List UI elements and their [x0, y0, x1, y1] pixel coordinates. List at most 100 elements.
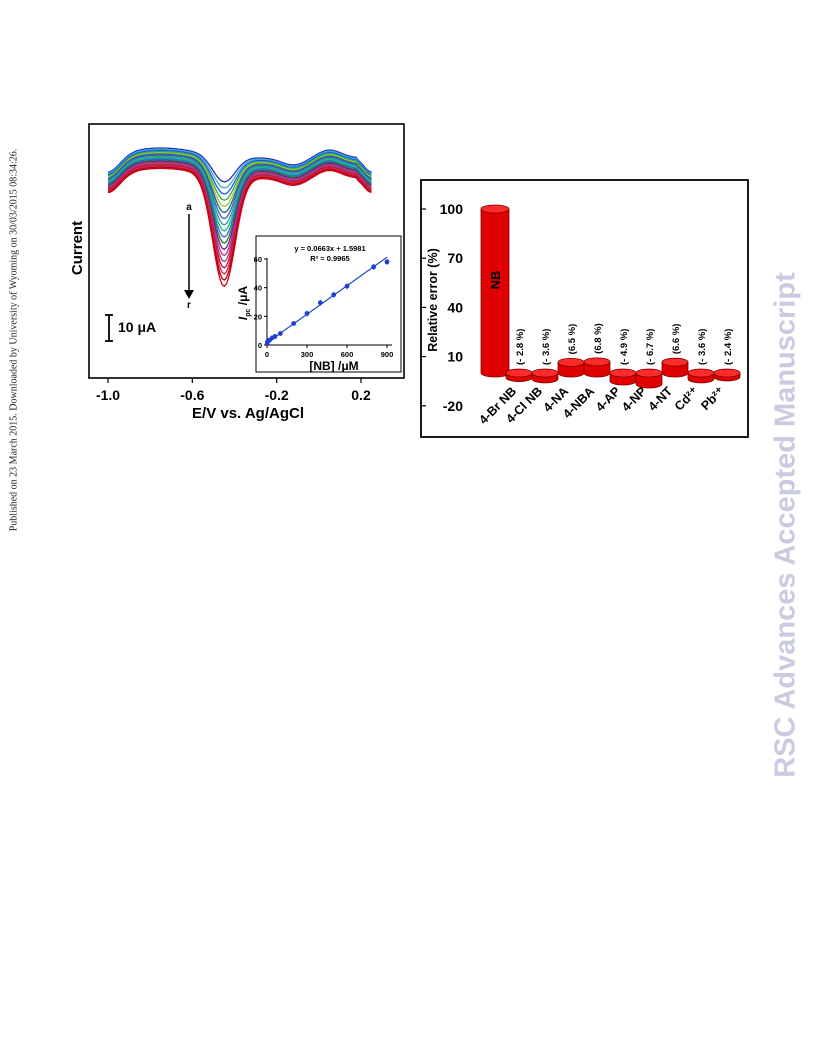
interferent-bar — [713, 368, 741, 382]
calibration-inset: 0 300 600 900 0 20 40 60 y = 0.0663x + 1.5981 R… — [236, 235, 402, 373]
inset-x-tick-label: 900 — [381, 350, 394, 359]
voltammogram-curve — [107, 167, 372, 288]
voltammogram-curve — [107, 164, 372, 269]
voltammogram-curve — [107, 159, 372, 244]
bar-cap — [505, 368, 533, 378]
bar-value-label: (- 3.6 %) — [697, 329, 708, 365]
voltammogram-curve — [107, 152, 372, 207]
fit-r-squared: R² = 0.9965 — [310, 254, 349, 263]
bar-chart-frame — [420, 179, 749, 438]
inset-y-tick-label: 60 — [254, 255, 262, 264]
interferent-bar — [687, 368, 715, 384]
arrow-end-label: r — [187, 300, 191, 311]
interferent-bar — [583, 357, 611, 378]
interferent-bar — [557, 357, 585, 378]
calibration-point — [384, 259, 390, 265]
inset-x-tick-label: 600 — [341, 350, 354, 359]
bar-y-tick-label: 40 — [447, 299, 463, 315]
bar-cap — [687, 368, 715, 378]
calibration-point — [371, 264, 377, 270]
bar-value-label: (- 2.8 %) — [515, 329, 526, 365]
voltammogram-curve — [107, 160, 372, 251]
voltammogram-curve — [107, 155, 372, 226]
voltammogram-curve — [107, 148, 372, 189]
inset-y-label: Ipc /μA — [236, 286, 252, 321]
inset-x-tick-label: 300 — [301, 350, 314, 359]
arrow-head — [184, 290, 194, 299]
voltammogram-curve — [107, 153, 372, 214]
inset-frame — [255, 235, 402, 373]
calibration-point — [277, 331, 283, 336]
voltammogram-x-ticks: -1.0 -0.6 -0.2 0.2 — [96, 378, 371, 403]
bar-y-tick-label: -20 — [443, 398, 463, 414]
x-tick-label: -0.6 — [180, 387, 204, 403]
bar-y-label: Relative error (%) — [426, 248, 440, 352]
inset-points — [264, 258, 390, 346]
bar-value-label: (- 3.6 %) — [541, 329, 552, 365]
current-scale-bar: 10 μA — [105, 314, 156, 342]
fit-line — [266, 256, 388, 344]
inset-y-tick-label: 0 — [258, 341, 262, 350]
voltammogram-curves — [107, 147, 372, 288]
bar-cap — [583, 357, 611, 367]
interferent-bar — [531, 368, 559, 384]
voltammogram-curve — [107, 165, 372, 275]
voltammogram-curve — [107, 150, 372, 201]
inset-y-tick-label: 40 — [254, 284, 262, 293]
bar-series: NB (- 2.8 %) (- 3.6 %) (6.5 %) (6.8 %) (- 4.9… — [480, 204, 741, 389]
voltammogram-curve — [107, 162, 372, 263]
bar-value-label: (- 2.4 %) — [723, 329, 734, 365]
bar-y-tick-label: 70 — [447, 250, 463, 266]
voltammogram-curve — [107, 147, 372, 183]
voltammogram-panel: -1.0 -0.6 -0.2 0.2 Current E/V vs. Ag/AgCl … — [69, 123, 405, 422]
arrow-start-label: a — [186, 202, 192, 213]
calibration-point — [317, 300, 323, 306]
calibration-point — [304, 311, 310, 316]
scale-bar-label: 10 μA — [118, 319, 156, 335]
x-tick-label: -0.2 — [265, 387, 289, 403]
concentration-arrow: a r — [184, 202, 194, 311]
reference-bar-label: NB — [488, 271, 503, 290]
fit-equation: y = 0.0663x + 1.5981 — [294, 244, 365, 253]
voltammogram-curve — [107, 149, 372, 195]
bar-cap — [635, 368, 663, 378]
bar-cap — [557, 357, 585, 367]
interferent-bar — [609, 368, 637, 386]
bar-cap — [609, 368, 637, 378]
calibration-point — [331, 292, 337, 298]
bar-y-tick-label: 10 — [447, 349, 463, 365]
calibration-point — [344, 283, 350, 289]
interferent-bar — [635, 368, 663, 389]
bar-body — [480, 208, 510, 378]
interferent-bar — [505, 368, 533, 382]
interferent-bar — [661, 357, 689, 378]
interference-panel: 100 70 40 10 -20 NB (- 2.8 %) (- 3.6 %) (6.5 %)… — [420, 179, 749, 438]
x-tick-label: 0.2 — [351, 387, 371, 403]
calibration-point — [272, 334, 278, 339]
bar-value-label: (- 6.7 %) — [645, 329, 656, 365]
bar-value-label: (6.8 %) — [593, 323, 604, 354]
bar-value-label: (6.5 %) — [567, 324, 578, 355]
voltammogram-curve — [107, 161, 372, 257]
voltammogram-curve — [107, 156, 372, 232]
bar-cap — [480, 204, 510, 214]
voltammogram-x-label: E/V vs. Ag/AgCl — [192, 405, 304, 422]
bar-value-label: (- 4.9 %) — [619, 329, 630, 365]
reference-bar — [480, 204, 510, 378]
bar-cap — [531, 368, 559, 378]
calibration-point — [291, 321, 297, 326]
inset-x-label: [NB] /μM — [309, 359, 358, 373]
voltammogram-y-label: Current — [69, 221, 86, 275]
voltammogram-curve — [107, 158, 372, 238]
x-tick-label: -1.0 — [96, 387, 120, 403]
bar-cap — [713, 368, 741, 378]
bar-y-tick-label: 100 — [440, 201, 464, 217]
bar-value-label: (6.6 %) — [671, 324, 682, 355]
bar-cap — [661, 357, 689, 367]
voltammogram-curve — [107, 154, 372, 220]
inset-x-tick-label: 0 — [265, 350, 269, 359]
inset-ticks: 0 300 600 900 0 20 40 60 — [254, 255, 394, 359]
bar-y-ticks: 100 70 40 10 -20 — [421, 201, 463, 414]
inset-y-tick-label: 20 — [254, 312, 262, 321]
